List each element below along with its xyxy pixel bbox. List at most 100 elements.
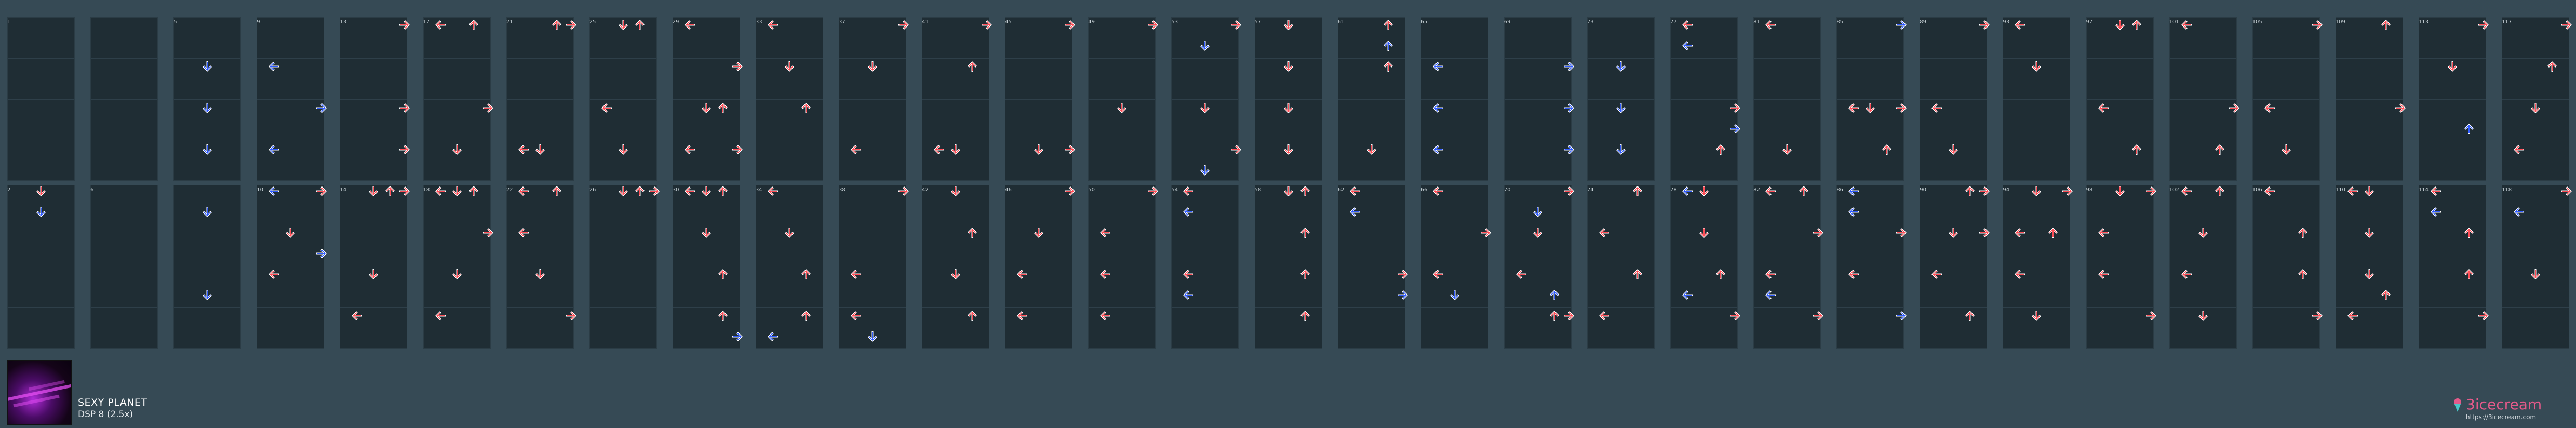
beat-line <box>2169 99 2236 100</box>
up-arrow-icon <box>2379 288 2393 302</box>
up-arrow-icon <box>2296 225 2310 240</box>
down-arrow-icon <box>616 18 630 32</box>
left-arrow-icon <box>1098 225 1112 240</box>
up-arrow-icon <box>716 267 730 282</box>
measure-column <box>257 17 325 181</box>
up-arrow-icon <box>549 18 564 32</box>
beat-line <box>1338 99 1405 100</box>
beat-line <box>1754 58 1821 59</box>
beat-line <box>423 266 490 268</box>
down-arrow-icon <box>450 267 464 282</box>
measure-number: 50 <box>1088 187 1095 193</box>
left-arrow-icon <box>599 101 614 115</box>
measure-column <box>340 17 408 181</box>
down-arrow-icon <box>865 59 880 74</box>
beat-line <box>1338 266 1405 268</box>
left-arrow-icon <box>766 329 780 344</box>
down-arrow-icon <box>2362 225 2377 240</box>
beat-line <box>506 58 573 59</box>
left-arrow-icon <box>2179 18 2194 32</box>
right-arrow-icon <box>1063 142 1077 157</box>
down-arrow-icon <box>1946 142 1961 157</box>
down-arrow-icon <box>2362 184 2377 198</box>
left-arrow-icon <box>1680 38 1695 53</box>
measure-number: 85 <box>1836 19 1843 25</box>
right-arrow-icon <box>980 18 994 32</box>
right-arrow-icon <box>564 18 579 32</box>
down-arrow-icon <box>1281 101 1296 115</box>
beat-line <box>2336 58 2403 59</box>
left-arrow-icon <box>2262 101 2277 115</box>
measure-number: 46 <box>1005 187 1012 193</box>
down-arrow-icon <box>1447 288 1462 302</box>
left-arrow-icon <box>1015 309 1029 323</box>
measure-number: 13 <box>340 19 347 25</box>
measure-number: 89 <box>1920 19 1927 25</box>
right-arrow-icon <box>1229 142 1243 157</box>
left-arrow-icon <box>1929 267 1944 282</box>
brand-url: https://3icecream.com <box>2466 413 2537 421</box>
down-arrow-icon <box>1198 38 1212 53</box>
beat-line <box>922 58 989 59</box>
left-arrow-icon <box>1098 267 1112 282</box>
up-arrow-icon <box>633 184 647 198</box>
beat-line <box>1089 99 1156 100</box>
measure-column <box>755 185 823 349</box>
measure-column <box>2086 185 2154 349</box>
right-arrow-icon <box>397 184 412 198</box>
left-arrow-icon <box>1181 288 1196 302</box>
measure-number: 6 <box>90 187 94 193</box>
brand-logo[interactable]: 3icecream https://3icecream.com <box>2452 396 2567 422</box>
right-arrow-icon <box>1562 101 1576 115</box>
down-arrow-icon <box>1697 184 1711 198</box>
measure-number: 45 <box>1005 19 1012 25</box>
measure-number: 2 <box>7 187 11 193</box>
measure-number: 98 <box>2086 187 2093 193</box>
beat-line <box>1587 58 1654 59</box>
left-arrow-icon <box>2512 142 2526 157</box>
beat-line <box>839 99 906 100</box>
measure-number: 65 <box>1420 19 1428 25</box>
right-arrow-icon <box>397 101 412 115</box>
up-arrow-icon <box>1547 309 1562 323</box>
up-arrow-icon <box>965 225 980 240</box>
up-arrow-icon <box>2046 225 2060 240</box>
beat-line <box>1172 266 1239 268</box>
right-arrow-icon <box>1479 225 1493 240</box>
right-arrow-icon <box>1811 309 1826 323</box>
measure-number: 74 <box>1587 187 1594 193</box>
down-arrow-icon <box>1531 225 1545 240</box>
beat-line <box>1587 266 1654 268</box>
beat-line <box>2003 307 2070 308</box>
left-arrow-icon <box>2345 184 2360 198</box>
left-arrow-icon <box>1846 184 1861 198</box>
measure-column <box>2252 185 2320 349</box>
beat-line <box>1837 58 1904 59</box>
down-arrow-icon <box>2029 184 2044 198</box>
up-arrow-icon <box>2296 267 2310 282</box>
measure-column <box>2502 17 2569 181</box>
measure-column <box>1088 185 1156 349</box>
beat-line <box>2086 266 2153 268</box>
down-arrow-icon <box>1614 142 1628 157</box>
left-arrow-icon <box>2262 184 2277 198</box>
measure-number: 42 <box>922 187 929 193</box>
left-arrow-icon <box>2179 267 2194 282</box>
measure-column <box>2335 185 2403 349</box>
measure-number: 30 <box>672 187 679 193</box>
down-arrow-icon <box>865 329 880 344</box>
beat-line <box>2419 58 2486 59</box>
right-arrow-icon <box>2144 309 2158 323</box>
down-arrow-icon <box>450 184 464 198</box>
down-arrow-icon <box>948 142 963 157</box>
beat-line <box>756 58 823 59</box>
down-arrow-icon <box>1614 59 1628 74</box>
measure-number: 22 <box>506 187 513 193</box>
measure-column <box>1254 185 1322 349</box>
footer: SEXY PLANET DSP 8 (2.5x) 3icecream https… <box>0 353 2576 428</box>
up-arrow-icon <box>1713 267 1728 282</box>
measure-number: 14 <box>340 187 347 193</box>
beat-line <box>2502 99 2569 100</box>
right-arrow-icon <box>1894 309 1909 323</box>
beat-line <box>1671 266 1737 268</box>
